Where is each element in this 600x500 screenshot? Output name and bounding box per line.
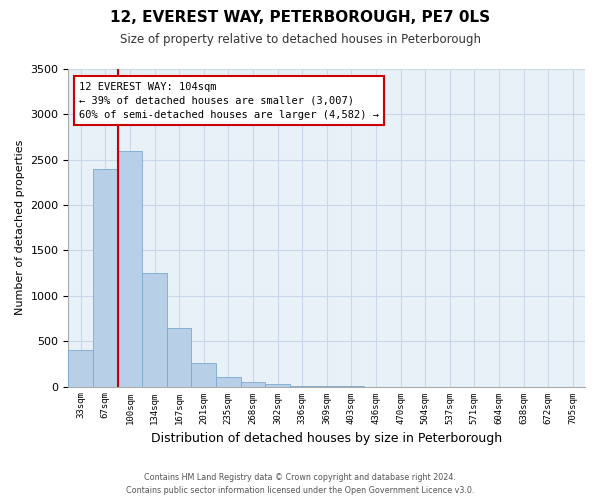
Bar [216,378,241,386]
Bar [167,328,191,386]
Text: 12, EVEREST WAY, PETERBOROUGH, PE7 0LS: 12, EVEREST WAY, PETERBOROUGH, PE7 0LS [110,10,490,25]
Bar [93,169,118,386]
Y-axis label: Number of detached properties: Number of detached properties [15,140,25,316]
Bar [241,382,265,386]
X-axis label: Distribution of detached houses by size in Peterborough: Distribution of detached houses by size … [151,432,502,445]
Bar [142,273,167,386]
Text: Contains HM Land Registry data © Crown copyright and database right 2024.
Contai: Contains HM Land Registry data © Crown c… [126,473,474,495]
Text: 12 EVEREST WAY: 104sqm
← 39% of detached houses are smaller (3,007)
60% of semi-: 12 EVEREST WAY: 104sqm ← 39% of detached… [79,82,379,120]
Bar [118,150,142,386]
Bar [68,350,93,386]
Text: Size of property relative to detached houses in Peterborough: Size of property relative to detached ho… [119,32,481,46]
Bar [265,384,290,386]
Bar [191,363,216,386]
